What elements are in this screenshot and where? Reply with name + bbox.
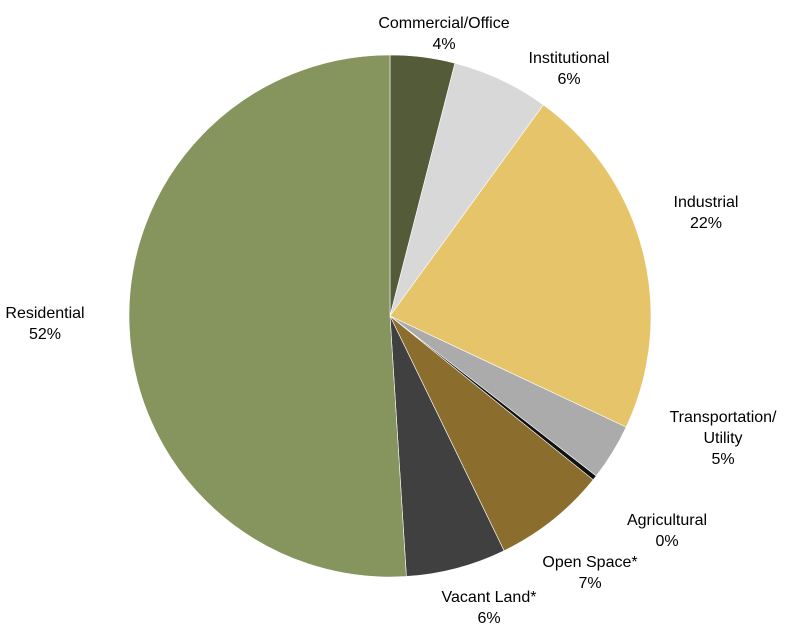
pie-slices xyxy=(128,54,652,578)
slice-label-vacant-land-0: Vacant Land* xyxy=(442,589,537,606)
pie-labels: Commercial/Office 4% Institutional 6% Indust… xyxy=(5,15,777,627)
slice-label-industrial-0: Industrial xyxy=(674,194,739,211)
slice-label-institutional-0: Institutional xyxy=(529,50,610,67)
slice-percent-institutional: 6% xyxy=(557,71,580,88)
slice-percent-open-space: 7% xyxy=(578,575,601,592)
slice-label-transportation-utility-1: Utility xyxy=(703,430,742,447)
pie-slice-open-space xyxy=(389,315,594,552)
slice-label-commercial-office-0: Commercial/Office xyxy=(378,15,509,32)
pie-slice-residential xyxy=(128,54,407,578)
slice-percent-residential: 52% xyxy=(29,326,61,343)
slice-percent-vacant-land: 6% xyxy=(477,610,500,627)
slice-label-transportation-utility-0: Transportation/ xyxy=(669,409,777,426)
slice-percent-industrial: 22% xyxy=(690,215,722,232)
slice-percent-commercial-office: 4% xyxy=(432,36,455,53)
slice-label-residential-0: Residential xyxy=(5,305,84,322)
slice-percent-agricultural: 0% xyxy=(655,533,678,550)
slice-label-open-space-0: Open Space* xyxy=(542,554,637,571)
slice-label-agricultural-0: Agricultural xyxy=(627,512,707,529)
slice-percent-transportation-utility: 5% xyxy=(711,451,734,468)
